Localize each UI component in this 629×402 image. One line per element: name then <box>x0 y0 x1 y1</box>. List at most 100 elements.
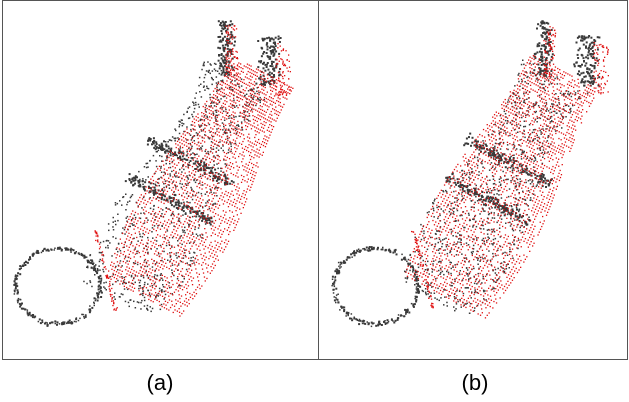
point <box>221 33 223 35</box>
point <box>148 290 150 292</box>
point <box>281 87 282 88</box>
point <box>494 231 496 233</box>
point <box>263 128 264 129</box>
point <box>163 148 165 150</box>
point <box>262 141 263 142</box>
point <box>207 178 208 179</box>
point <box>165 280 166 281</box>
point <box>515 214 517 216</box>
point <box>190 143 192 145</box>
point <box>207 236 208 237</box>
point <box>191 235 192 236</box>
point <box>164 152 166 154</box>
point <box>215 220 216 221</box>
point <box>83 281 85 283</box>
point <box>529 141 531 143</box>
point <box>154 246 155 247</box>
point <box>535 159 537 161</box>
point <box>154 299 155 300</box>
point <box>150 248 151 249</box>
point <box>218 214 219 215</box>
point <box>58 248 60 250</box>
point <box>231 27 232 28</box>
point <box>334 296 336 298</box>
point <box>242 179 243 180</box>
point <box>32 316 34 318</box>
point <box>124 286 125 287</box>
point <box>536 121 538 123</box>
point <box>197 235 199 237</box>
point <box>186 155 188 157</box>
point <box>219 47 221 49</box>
point <box>221 234 222 235</box>
point <box>217 93 218 94</box>
point <box>176 165 177 166</box>
point <box>158 178 160 180</box>
point <box>201 202 202 203</box>
point <box>186 298 187 299</box>
point <box>154 276 156 278</box>
point <box>160 229 161 230</box>
point <box>206 219 207 220</box>
point <box>185 183 186 184</box>
point <box>146 211 147 212</box>
point <box>144 286 145 287</box>
point <box>184 230 186 232</box>
point <box>223 203 224 204</box>
point <box>557 83 559 85</box>
point <box>162 237 163 238</box>
point <box>228 58 229 59</box>
point <box>133 301 135 303</box>
point <box>189 293 190 294</box>
point <box>156 185 157 186</box>
point <box>472 251 474 253</box>
point <box>130 258 131 259</box>
point <box>178 177 180 179</box>
point <box>209 116 210 117</box>
point <box>138 279 139 280</box>
point <box>444 296 446 298</box>
point <box>176 175 177 176</box>
point <box>258 90 259 91</box>
point <box>19 306 21 308</box>
point <box>188 143 189 144</box>
point <box>193 160 194 161</box>
point <box>168 157 169 158</box>
point <box>269 56 271 58</box>
point <box>174 264 175 265</box>
point <box>275 106 276 107</box>
point <box>183 114 185 116</box>
point <box>234 77 235 78</box>
point <box>209 222 211 224</box>
point <box>209 175 210 176</box>
point <box>571 96 573 98</box>
point <box>120 253 121 254</box>
point <box>160 245 162 247</box>
point <box>190 187 192 189</box>
point <box>454 201 456 203</box>
point <box>270 93 271 94</box>
point <box>139 180 141 182</box>
point <box>528 190 530 192</box>
point <box>443 191 445 193</box>
point <box>249 99 250 100</box>
point <box>147 140 149 142</box>
point <box>246 87 247 88</box>
point <box>570 111 572 113</box>
point <box>166 267 167 268</box>
point <box>56 324 58 326</box>
point <box>495 272 497 274</box>
point <box>433 203 435 205</box>
point <box>172 294 173 295</box>
point <box>269 74 271 76</box>
point <box>280 58 281 59</box>
point <box>473 268 475 270</box>
point <box>192 225 193 226</box>
point <box>227 27 228 28</box>
point <box>153 143 155 145</box>
point <box>179 243 180 244</box>
point <box>251 128 252 129</box>
point <box>152 280 153 281</box>
point <box>220 139 221 140</box>
point <box>543 84 545 86</box>
